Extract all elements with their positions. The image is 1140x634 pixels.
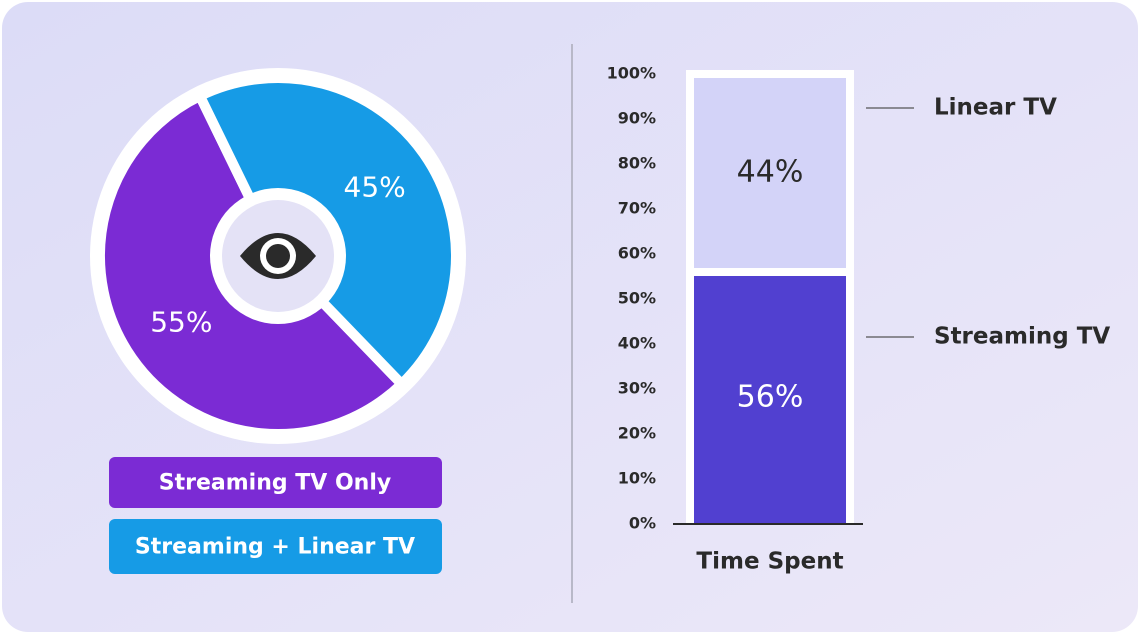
x-tick-label: Time Spent <box>696 549 843 575</box>
y-tick-label: 40% <box>618 334 656 353</box>
bar-value-label: 56% <box>737 380 804 415</box>
slice-label: 55% <box>150 306 212 339</box>
y-tick-label: 50% <box>618 289 656 308</box>
slice-label: 45% <box>344 170 406 203</box>
legend-swatch <box>109 519 442 574</box>
y-tick-label: 20% <box>618 424 656 443</box>
y-tick-label: 90% <box>618 109 656 128</box>
y-tick-label: 0% <box>629 514 656 533</box>
bar-segment <box>694 276 846 524</box>
series-label: Linear TV <box>934 95 1057 121</box>
legend-label: Streaming TV Only <box>159 471 391 496</box>
bar-segment <box>694 78 846 268</box>
y-tick-label: 30% <box>618 379 656 398</box>
eye-icon <box>240 233 316 279</box>
y-tick-label: 70% <box>618 199 656 218</box>
pie-chart: 55% 45% Streaming TV Only Streaming + Linea… <box>90 68 466 574</box>
series-label: Streaming TV <box>934 324 1110 350</box>
legend-swatch <box>109 457 442 508</box>
y-tick-label: 10% <box>618 469 656 488</box>
y-tick-label: 80% <box>618 154 656 173</box>
bar-chart: 0% 10% 20% 30% 40% 50% 60% 70% 80% 90% 100% 56% Stre… <box>607 64 1111 575</box>
bar-value-label: 44% <box>737 155 804 190</box>
legend-label: Streaming + Linear TV <box>135 535 415 560</box>
y-tick-label: 100% <box>607 64 656 83</box>
y-tick-label: 60% <box>618 244 656 263</box>
